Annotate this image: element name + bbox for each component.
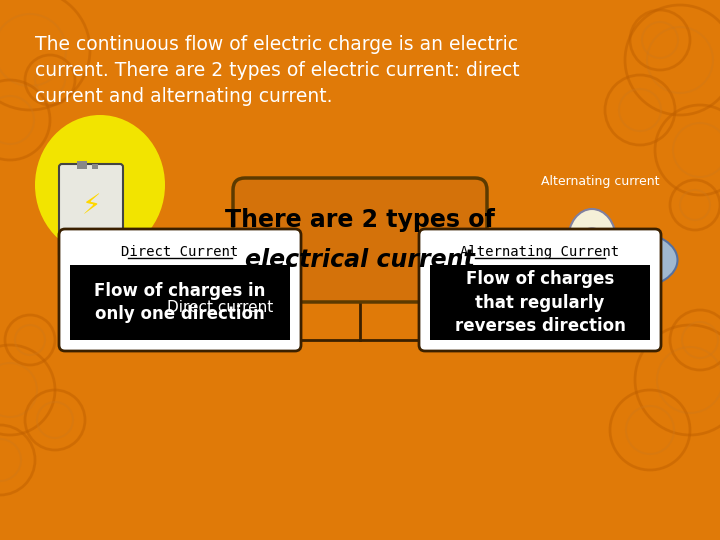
Ellipse shape xyxy=(593,233,678,287)
FancyBboxPatch shape xyxy=(59,229,301,351)
Text: Direct current: Direct current xyxy=(167,300,273,315)
FancyBboxPatch shape xyxy=(77,161,87,169)
Text: Direct Current: Direct Current xyxy=(122,245,238,259)
FancyBboxPatch shape xyxy=(59,164,123,258)
Text: Flow of charges
that regularly
reverses direction: Flow of charges that regularly reverses … xyxy=(454,270,626,335)
FancyBboxPatch shape xyxy=(70,265,290,340)
Text: The continuous flow of electric charge is an electric
current. There are 2 types: The continuous flow of electric charge i… xyxy=(35,35,520,105)
Text: Alternating current: Alternating current xyxy=(541,175,660,188)
FancyBboxPatch shape xyxy=(430,265,650,340)
Circle shape xyxy=(580,228,604,252)
Text: There are 2 types of: There are 2 types of xyxy=(225,208,495,232)
FancyBboxPatch shape xyxy=(419,229,661,351)
FancyBboxPatch shape xyxy=(92,164,98,169)
Text: ⚡: ⚡ xyxy=(81,192,101,220)
Text: Alternating Current: Alternating Current xyxy=(460,245,620,259)
Ellipse shape xyxy=(568,209,616,271)
FancyBboxPatch shape xyxy=(233,178,487,302)
Text: Flow of charges in
only one direction: Flow of charges in only one direction xyxy=(94,282,266,323)
Ellipse shape xyxy=(35,115,165,255)
Text: electrical current: electrical current xyxy=(245,248,475,272)
